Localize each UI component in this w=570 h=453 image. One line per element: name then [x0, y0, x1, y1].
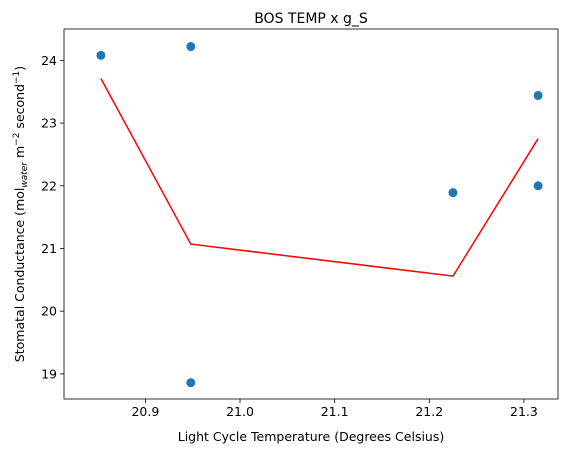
scatter-point	[96, 50, 106, 60]
y-axis-label-sup1: −2	[12, 133, 22, 146]
y-axis-label-suffix: )	[12, 66, 27, 71]
x-tick-label: 20.9	[131, 404, 159, 419]
plot-frame	[63, 28, 559, 400]
y-axis-label: Stomatal Conductance (molwater m−2 secon…	[12, 66, 30, 362]
y-tick-label: 23	[41, 116, 57, 131]
x-axis-label: Light Cycle Temperature (Degrees Celsius…	[178, 429, 445, 444]
y-axis-label-prefix: Stomatal Conductance (mol	[12, 188, 27, 363]
y-axis-label-mid: m	[12, 146, 27, 162]
y-axis-label-sub: water	[20, 161, 30, 188]
axis-ticks: 20.9 21.0 21.1 21.2 21.3 19 20 21 22 23 24	[41, 53, 538, 419]
trend-line	[100, 78, 539, 277]
x-tick-label: 21.2	[415, 404, 443, 419]
scatter-point	[533, 90, 543, 100]
scatter-point	[533, 181, 543, 191]
x-tick-label: 21.3	[510, 404, 538, 419]
y-tick-label: 21	[41, 241, 57, 256]
y-tick-label: 19	[41, 366, 57, 381]
y-tick-label: 22	[41, 178, 57, 193]
y-tick-label: 24	[41, 53, 57, 68]
scatter-point	[448, 188, 458, 198]
y-axis-label-sup2: −1	[12, 71, 22, 84]
chart-title: BOS TEMP x g_S	[254, 11, 368, 27]
y-axis-label-mid2: second	[12, 84, 27, 133]
scatter-point	[186, 378, 196, 388]
y-tick-label: 20	[41, 304, 57, 319]
plot-marks	[96, 42, 543, 388]
scatter-point	[186, 42, 196, 52]
x-tick-label: 21.0	[226, 404, 254, 419]
x-tick-label: 21.1	[321, 404, 349, 419]
